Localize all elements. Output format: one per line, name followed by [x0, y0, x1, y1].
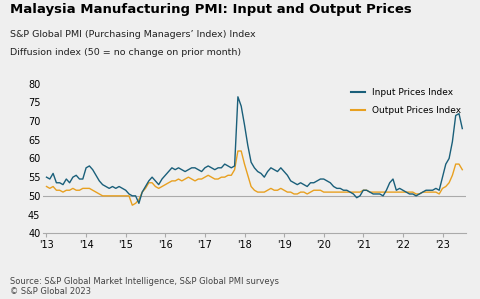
Text: Source: S&P Global Market Intelligence, S&P Global PMI surveys
© S&P Global 2023: Source: S&P Global Market Intelligence, … — [10, 277, 278, 296]
Text: Diffusion index (50 = no change on prior month): Diffusion index (50 = no change on prior… — [10, 48, 241, 57]
Text: Malaysia Manufacturing PMI: Input and Output Prices: Malaysia Manufacturing PMI: Input and Ou… — [10, 3, 411, 16]
Legend: Input Prices Index, Output Prices Index: Input Prices Index, Output Prices Index — [351, 88, 461, 115]
Text: S&P Global PMI (Purchasing Managers’ Index) Index: S&P Global PMI (Purchasing Managers’ Ind… — [10, 30, 255, 39]
